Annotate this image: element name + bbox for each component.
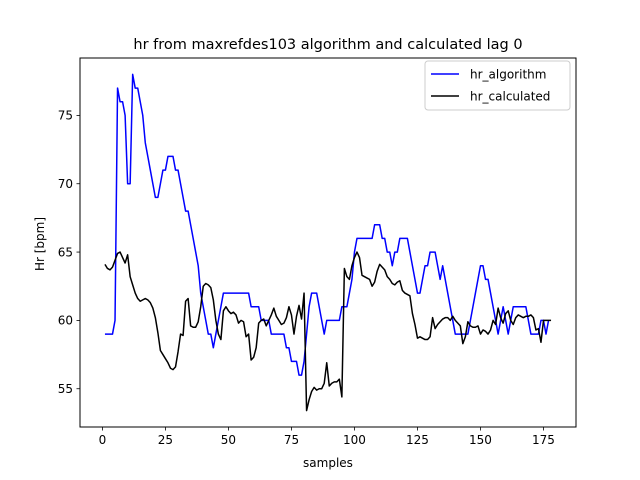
legend-box: [424, 60, 571, 111]
x-tick-label: 175: [532, 433, 555, 447]
x-tick-label: 25: [158, 433, 173, 447]
y-tick-label: 70: [58, 177, 73, 191]
y-tick-label: 65: [58, 245, 73, 259]
y-axis-label: Hr [bpm]: [33, 217, 47, 271]
y-tick-label: 55: [58, 382, 73, 396]
legend-items: hr_algorithm hr_calculated: [431, 67, 550, 103]
y-tick-label: 75: [58, 109, 73, 123]
x-tick-label: 75: [284, 433, 299, 447]
legend-label-hr-algorithm: hr_algorithm: [470, 67, 546, 81]
series-line-hr-algorithm: [104, 73, 550, 376]
y-tick-label: 60: [58, 314, 73, 328]
x-tick-label: 150: [469, 433, 492, 447]
y-axis-ticks: 55 60 65 70 75: [58, 109, 80, 396]
x-tick-label: 50: [221, 433, 236, 447]
chart-title: hr from maxrefdes103 algorithm and calcu…: [133, 37, 522, 53]
x-tick-label: 125: [406, 433, 429, 447]
x-axis-ticks: 0 25 50 75 100 125 150 175: [99, 427, 555, 447]
legend-label-hr-calculated: hr_calculated: [470, 89, 550, 103]
x-axis-label: samples: [303, 456, 353, 470]
x-tick-label: 100: [343, 433, 366, 447]
series-layer: [104, 73, 552, 412]
series-line-hr-calculated: [104, 251, 552, 412]
axes-frame: [79, 57, 577, 428]
legend: hr_algorithm hr_calculated: [424, 60, 571, 111]
plot-area: [79, 57, 577, 428]
x-tick-label: 0: [99, 433, 107, 447]
